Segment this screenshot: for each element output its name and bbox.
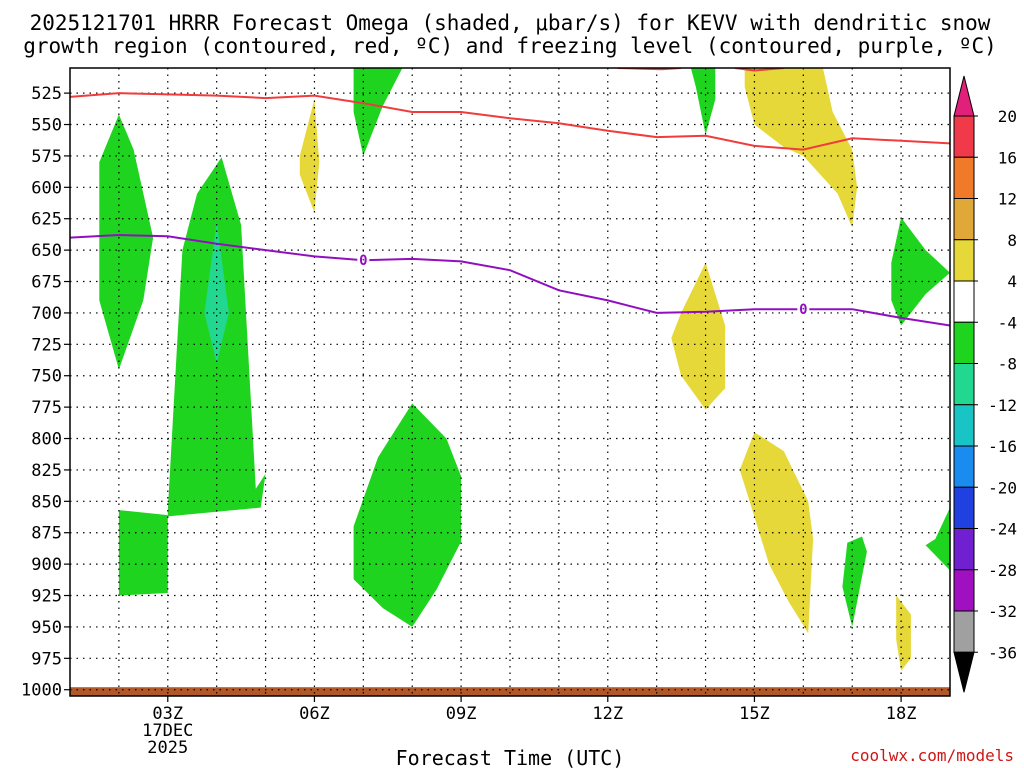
colorbar-label-3: 12	[998, 190, 1017, 209]
colorbar-label-6: -4	[998, 313, 1017, 332]
y-tick-label-975: 975	[31, 649, 62, 669]
y-tick-label-950: 950	[31, 618, 62, 638]
omega-region-3	[204, 222, 229, 364]
omega-region-15	[896, 595, 911, 671]
chart-title-line1: 2025121701 HRRR Forecast Omega (shaded, …	[30, 11, 991, 35]
chart-title-line2: growth region (contoured, red, ºC) and f…	[23, 34, 997, 58]
colorbar-label-12: -28	[988, 561, 1017, 580]
colorbar-bin-9	[953, 445, 975, 488]
colorbar-label-7: -8	[998, 355, 1017, 374]
x-tick-label-12Z: 12Z	[592, 704, 623, 724]
colorbar-label-11: -24	[988, 520, 1017, 539]
y-tick-label-525: 525	[31, 84, 62, 104]
colorbar-label-8: -12	[988, 396, 1017, 415]
shaded-omega-layer	[70, 68, 950, 696]
credit-link[interactable]: coolwx.com/models	[850, 746, 1014, 765]
omega-region-5	[353, 68, 403, 156]
colorbar-bottom-arrow	[953, 651, 975, 693]
colorbar-label-14: -36	[988, 643, 1017, 662]
dgz-contour-1	[70, 92, 950, 151]
terrain-band	[70, 687, 950, 696]
omega-region-7	[690, 68, 716, 135]
y-tick-label-900: 900	[31, 555, 62, 575]
omega-region-13	[671, 262, 726, 410]
y-tick-label-675: 675	[31, 273, 62, 293]
x-axis-label: Forecast Time (UTC)	[396, 746, 625, 768]
colorbar: 20 16 12 8 4 -4 -8 -12 -16 -20 -24 -28 -32 -36	[953, 75, 1017, 693]
y-tick-label-1000: 1000	[21, 681, 62, 701]
y-tick-label-800: 800	[31, 430, 62, 450]
x-tick-label-18Z: 18Z	[886, 704, 917, 724]
y-tick-label-625: 625	[31, 210, 62, 230]
colorbar-bin-4	[953, 239, 975, 282]
colorbar-bin-10	[953, 486, 975, 529]
omega-region-1	[99, 114, 154, 370]
x-tick-label-09Z: 09Z	[446, 704, 477, 724]
colorbar-bin-8	[953, 404, 975, 447]
colorbar-bin-3	[953, 198, 975, 241]
freezing-level-label-1: 0	[359, 253, 367, 269]
omega-region-14	[739, 432, 814, 634]
y-tick-label-700: 700	[31, 304, 62, 324]
colorbar-label-9: -16	[988, 437, 1017, 456]
colorbar-bin-12	[953, 569, 975, 612]
contour-layer: 00	[70, 68, 950, 327]
plot-frame	[69, 67, 951, 697]
y-tick-label-550: 550	[31, 116, 62, 136]
colorbar-label-5: 4	[1007, 272, 1017, 291]
axes: 525 550 575 600 625 650 675 700 725 750 775 800 825 8…	[21, 67, 951, 758]
y-tick-label-925: 925	[31, 587, 62, 607]
y-tick-label-600: 600	[31, 178, 62, 198]
omega-region-8	[891, 217, 950, 326]
colorbar-bin-5	[953, 280, 975, 323]
omega-region-6	[353, 403, 462, 627]
freezing-level-label-2: 0	[799, 302, 807, 318]
colorbar-label-2: 16	[998, 148, 1017, 167]
x-tick-date: 17DEC	[142, 721, 193, 741]
colorbar-label-1: 20	[998, 107, 1017, 126]
dgz-contour-3	[734, 68, 784, 72]
y-tick-label-575: 575	[31, 147, 62, 167]
colorbar-bin-7	[953, 363, 975, 406]
omega-region-12	[744, 68, 858, 228]
y-tick-label-850: 850	[31, 492, 62, 512]
x-tick-label-03Z: 03Z	[152, 704, 183, 724]
colorbar-bin-13	[953, 610, 975, 653]
y-tick-label-875: 875	[31, 524, 62, 544]
omega-region-4	[118, 510, 168, 596]
freezing-label-bg-2	[797, 301, 810, 318]
x-tick-year: 2025	[147, 738, 188, 758]
colorbar-bin-1	[953, 115, 975, 158]
colorbar-label-13: -32	[988, 602, 1017, 621]
omega-region-9	[842, 536, 867, 627]
y-tick-label-825: 825	[31, 461, 62, 481]
colorbar-label-4: 8	[1007, 231, 1017, 250]
y-tick-label-775: 775	[31, 398, 62, 418]
colorbar-bin-2	[953, 156, 975, 199]
colorbar-label-10: -20	[988, 478, 1017, 497]
colorbar-bin-6	[953, 321, 975, 364]
grid-lines	[70, 68, 950, 696]
freezing-label-bg-1	[357, 252, 370, 269]
y-tick-label-750: 750	[31, 367, 62, 387]
x-tick-label-15Z: 15Z	[739, 704, 770, 724]
omega-region-10	[925, 507, 950, 571]
y-tick-label-725: 725	[31, 335, 62, 355]
y-tick-label-650: 650	[31, 241, 62, 261]
x-tick-label-06Z: 06Z	[299, 704, 330, 724]
colorbar-bin-11	[953, 528, 975, 571]
